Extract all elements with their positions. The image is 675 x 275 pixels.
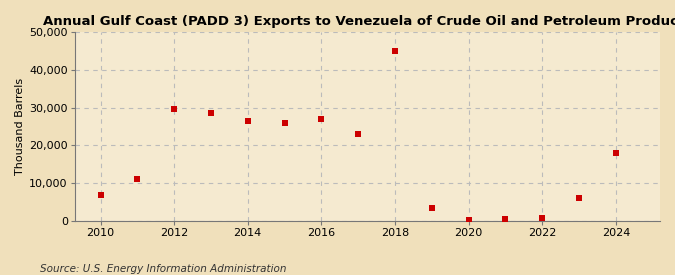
- Text: Source: U.S. Energy Information Administration: Source: U.S. Energy Information Administ…: [40, 264, 287, 274]
- Point: [610, 151, 621, 155]
- Point: [279, 120, 290, 125]
- Point: [205, 111, 216, 116]
- Point: [95, 192, 106, 197]
- Point: [500, 217, 511, 221]
- Point: [353, 132, 364, 136]
- Point: [389, 49, 400, 53]
- Point: [169, 107, 180, 112]
- Point: [463, 218, 474, 222]
- Point: [537, 216, 547, 221]
- Point: [132, 177, 142, 182]
- Point: [242, 119, 253, 123]
- Point: [427, 206, 437, 210]
- Point: [574, 196, 585, 200]
- Y-axis label: Thousand Barrels: Thousand Barrels: [15, 78, 25, 175]
- Point: [316, 117, 327, 121]
- Title: Annual Gulf Coast (PADD 3) Exports to Venezuela of Crude Oil and Petroleum Produ: Annual Gulf Coast (PADD 3) Exports to Ve…: [43, 15, 675, 28]
